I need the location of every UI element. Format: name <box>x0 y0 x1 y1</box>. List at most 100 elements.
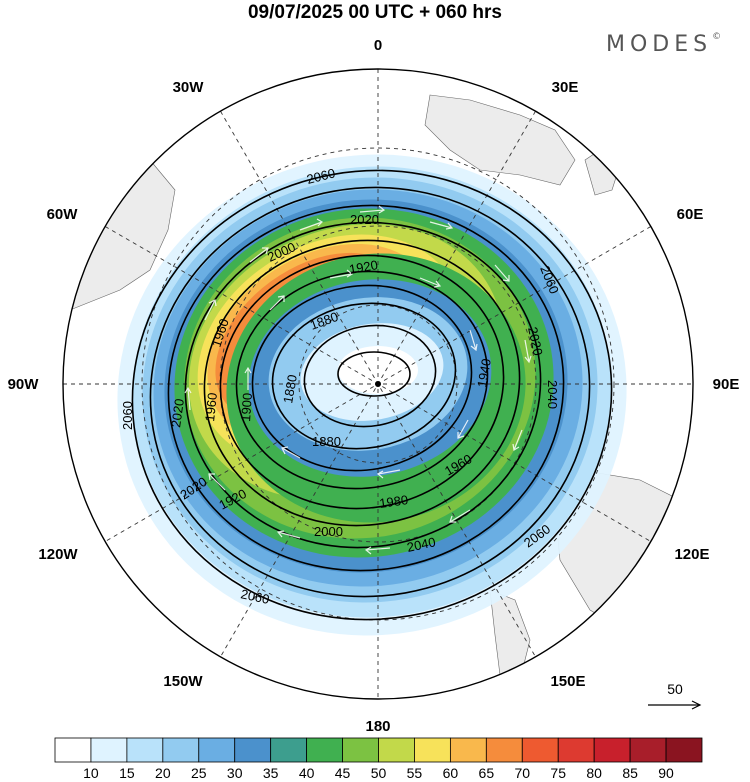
contour-label-1920: 1920 <box>348 257 379 277</box>
contour-label-2060: 2060 <box>305 165 337 187</box>
contour-1900 <box>271 302 457 450</box>
colorbar-swatch <box>557 737 595 763</box>
colorbar-tick-label: 90 <box>658 765 674 781</box>
lon-label-180: 180 <box>365 718 390 735</box>
colorbar-tick-label: 20 <box>155 765 171 781</box>
colorbar-swatch <box>521 737 559 763</box>
contour-1960 <box>219 254 505 510</box>
contour-label-1900: 1900 <box>238 392 255 422</box>
wind-arrow <box>329 269 354 279</box>
colorbar <box>54 737 703 763</box>
wind-arrow <box>429 221 454 230</box>
reference-vector-head <box>691 700 702 710</box>
contour-label-2060-west: 2060 <box>120 401 135 430</box>
wind-arrow <box>376 469 401 479</box>
brand-name: MODES <box>606 32 713 57</box>
wind-arrow <box>299 218 323 231</box>
contour-label-2000-south: 2000 <box>314 524 343 539</box>
contour-2000 <box>184 221 542 549</box>
colorbar-tick-label: 45 <box>335 765 351 781</box>
colorbar-swatch <box>629 737 667 763</box>
map-title: 09/07/2025 00 UTC + 060 hrs <box>247 2 503 23</box>
wind-arrow <box>359 205 386 214</box>
colorbar-tick-label: 30 <box>227 765 243 781</box>
lon-label-60e: 60E <box>677 206 704 223</box>
colorbar-swatch <box>90 737 128 763</box>
lon-label-30e: 30E <box>552 79 579 96</box>
colorbar-swatch <box>54 737 92 763</box>
wind-arrow <box>249 247 269 263</box>
colorbar-tick-label: 80 <box>586 765 602 781</box>
colorbar-swatch <box>306 737 343 763</box>
contour-label-2040-east: 2040 <box>545 380 560 409</box>
colorbar-swatch <box>270 737 308 763</box>
lon-label-0: 0 <box>374 37 382 54</box>
lon-label-120e: 120E <box>674 546 709 563</box>
wind-arrow <box>208 473 226 491</box>
map-disk: 2060 2020 2000 1920 1960 1880 2060 2020 … <box>62 68 694 700</box>
lon-label-30w: 30W <box>173 79 205 96</box>
colorbar-swatch <box>414 737 451 763</box>
colorbar-tick-label: 75 <box>550 765 566 781</box>
wind-arrow <box>524 339 532 364</box>
contour-2060 <box>131 169 613 621</box>
wind-arrow <box>184 386 192 411</box>
lon-label-120w: 120W <box>38 546 78 563</box>
pole-marker <box>375 381 381 387</box>
contour-1980 <box>203 239 521 527</box>
colorbar-tick-label: 50 <box>371 765 387 781</box>
colorbar-tick-label: 35 <box>263 765 279 781</box>
contour-1920 <box>251 284 473 472</box>
brand-mark: © <box>712 32 722 42</box>
colorbar-tick-label: 15 <box>119 765 135 781</box>
contour-label-1980: 1980 <box>378 492 409 511</box>
longitude-labels: 0 30E 60E 90E 120E 150E 180 150W 120W 90… <box>8 37 740 735</box>
reference-vector-value: 50 <box>667 681 683 697</box>
wind-arrow <box>269 295 285 311</box>
landmass-africa <box>424 94 576 186</box>
contour-label-1880-south: 1880 <box>312 434 341 449</box>
lon-label-150w: 150W <box>163 673 203 690</box>
colorbar-tick-label: 10 <box>83 765 99 781</box>
contour-label-2020-east: 2020 <box>525 326 546 357</box>
lon-label-150e: 150E <box>550 673 585 690</box>
wind-arrow <box>419 277 442 288</box>
colorbar-tick-label: 25 <box>191 765 207 781</box>
wind-arrow <box>281 446 301 459</box>
contour-label-2040: 2040 <box>406 534 437 555</box>
brand-logo: MODES© <box>606 32 721 57</box>
lon-label-90e: 90E <box>713 376 740 393</box>
contour-label-1880-west: 1880 <box>280 373 300 404</box>
wind-arrow <box>364 546 391 555</box>
wind-arrow <box>449 509 471 523</box>
colorbar-swatch <box>162 737 200 763</box>
wind-arrow <box>494 264 510 282</box>
contour-2040 <box>149 186 591 598</box>
contour-label-2060-south: 2060 <box>239 586 270 607</box>
lon-label-60w: 60W <box>47 206 79 223</box>
lon-label-90w: 90W <box>8 376 40 393</box>
height-contours <box>131 169 613 621</box>
colorbar-swatch <box>378 737 415 763</box>
contour-label-2020-west: 2020 <box>168 398 187 429</box>
contour-2020 <box>167 204 565 572</box>
contour-label-1940: 1940 <box>474 357 494 388</box>
contour-1880 <box>303 324 437 428</box>
colorbar-tick-label: 60 <box>443 765 459 781</box>
colorbar-swatch <box>198 737 236 763</box>
colorbar-tick-label: 40 <box>299 765 315 781</box>
colorbar-swatch <box>665 737 703 763</box>
colorbar-swatch <box>485 737 523 763</box>
contour-label-1960-west: 1960 <box>202 392 220 422</box>
map-border <box>62 68 694 700</box>
colorbar-labels: 10 15 20 25 30 35 40 45 50 55 60 65 70 75 80 85 90 <box>83 765 674 781</box>
wind-arrow <box>457 419 469 439</box>
colorbar-swatch <box>234 737 272 763</box>
wind-vectors <box>184 205 532 555</box>
colorbar-tick-label: 65 <box>479 765 495 781</box>
wind-arrow <box>204 299 217 321</box>
colorbar-tick-label: 70 <box>514 765 530 781</box>
wind-arrow <box>276 530 301 539</box>
contour-label-2020: 2020 <box>350 212 379 227</box>
